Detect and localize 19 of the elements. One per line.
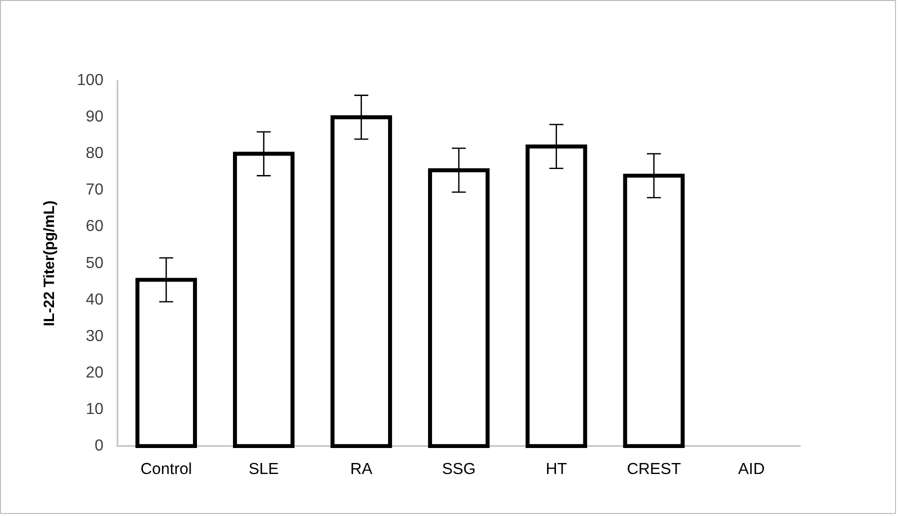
- x-tick-label: RA: [350, 460, 373, 478]
- y-tick-label: 0: [94, 437, 104, 454]
- y-tick-label: 100: [76, 72, 104, 90]
- x-tick-label: SLE: [248, 460, 279, 478]
- x-tick-label: CREST: [626, 460, 682, 478]
- y-axis-title: IL-22 Titer(pg/mL): [41, 200, 58, 326]
- y-tick-label: 70: [86, 182, 104, 199]
- x-tick-label: Control: [140, 460, 192, 478]
- x-tick-label: SSG: [442, 460, 476, 478]
- y-tick-label: 60: [86, 218, 104, 236]
- y-tick-label: 30: [86, 328, 104, 345]
- y-tick-label: 40: [86, 291, 104, 308]
- y-tick-label: 90: [86, 108, 104, 126]
- x-tick-label: AID: [738, 460, 765, 478]
- y-tick-label: 80: [86, 145, 104, 162]
- x-tick-label: HT: [546, 460, 568, 478]
- y-tick-label: 20: [86, 364, 104, 382]
- y-tick-label: 10: [86, 400, 104, 418]
- y-tick-label: 50: [86, 254, 104, 272]
